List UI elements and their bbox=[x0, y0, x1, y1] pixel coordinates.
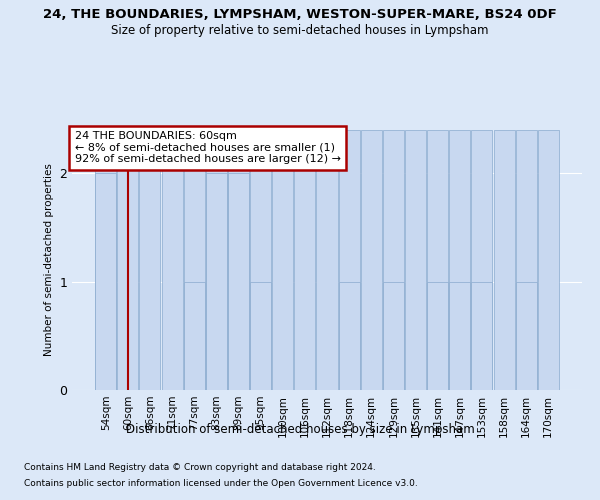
Bar bbox=[206, 130, 227, 390]
Bar bbox=[427, 130, 448, 390]
Bar bbox=[95, 174, 116, 390]
Bar bbox=[427, 282, 448, 390]
Bar bbox=[272, 130, 293, 390]
Bar bbox=[295, 130, 316, 390]
Bar bbox=[228, 130, 249, 390]
Text: Distribution of semi-detached houses by size in Lympsham: Distribution of semi-detached houses by … bbox=[125, 422, 475, 436]
Bar bbox=[250, 282, 271, 390]
Bar bbox=[184, 130, 205, 390]
Bar bbox=[338, 282, 359, 390]
Bar bbox=[449, 282, 470, 390]
Bar bbox=[250, 130, 271, 390]
Text: Contains public sector information licensed under the Open Government Licence v3: Contains public sector information licen… bbox=[24, 478, 418, 488]
Bar bbox=[494, 130, 515, 390]
Bar bbox=[95, 130, 116, 390]
Bar bbox=[316, 130, 338, 390]
Bar bbox=[139, 130, 160, 390]
Bar bbox=[405, 130, 426, 390]
Bar bbox=[118, 130, 139, 390]
Text: Contains HM Land Registry data © Crown copyright and database right 2024.: Contains HM Land Registry data © Crown c… bbox=[24, 464, 376, 472]
Bar bbox=[206, 174, 227, 390]
Bar bbox=[184, 282, 205, 390]
Bar bbox=[383, 130, 404, 390]
Bar bbox=[161, 130, 182, 390]
Bar bbox=[449, 130, 470, 390]
Y-axis label: Number of semi-detached properties: Number of semi-detached properties bbox=[44, 164, 53, 356]
Bar bbox=[515, 130, 536, 390]
Bar bbox=[383, 282, 404, 390]
Bar bbox=[228, 174, 249, 390]
Bar bbox=[538, 130, 559, 390]
Bar bbox=[472, 282, 493, 390]
Bar bbox=[361, 130, 382, 390]
Bar bbox=[338, 130, 359, 390]
Bar bbox=[472, 130, 493, 390]
Text: 24 THE BOUNDARIES: 60sqm
← 8% of semi-detached houses are smaller (1)
92% of sem: 24 THE BOUNDARIES: 60sqm ← 8% of semi-de… bbox=[74, 132, 341, 164]
Bar bbox=[515, 282, 536, 390]
Text: 24, THE BOUNDARIES, LYMPSHAM, WESTON-SUPER-MARE, BS24 0DF: 24, THE BOUNDARIES, LYMPSHAM, WESTON-SUP… bbox=[43, 8, 557, 20]
Text: Size of property relative to semi-detached houses in Lympsham: Size of property relative to semi-detach… bbox=[111, 24, 489, 37]
